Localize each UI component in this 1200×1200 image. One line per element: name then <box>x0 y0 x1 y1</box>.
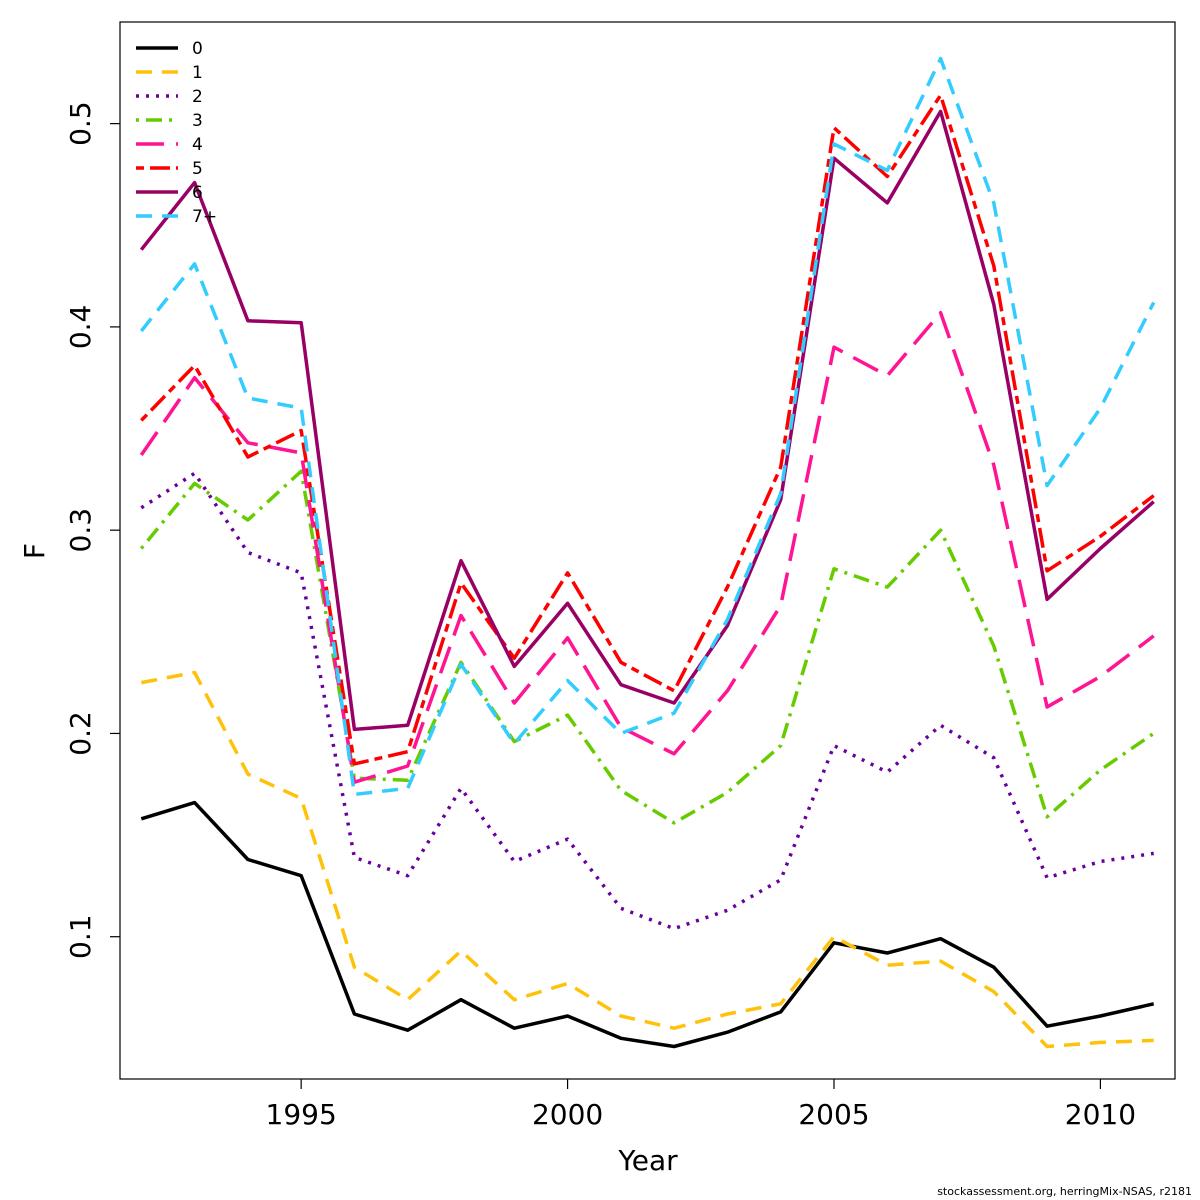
y-axis-title: F <box>18 543 51 559</box>
legend-label-1: 1 <box>192 63 203 83</box>
legend-label-6: 6 <box>192 183 203 203</box>
series-line-7 <box>139 56 1156 797</box>
legend: 0 1 2 3 4 5 6 7+ <box>136 39 217 227</box>
series-line-1 <box>140 670 1154 1049</box>
series-line-2 <box>140 471 1154 931</box>
y-tick-label-1: 0.2 <box>64 711 97 756</box>
legend-label-2: 2 <box>192 87 203 107</box>
legend-label-7: 7+ <box>192 207 217 227</box>
x-tick-label-3: 2010 <box>1065 1098 1136 1131</box>
x-tick-label-0: 1995 <box>266 1098 337 1131</box>
x-tick-label-2: 2005 <box>798 1098 869 1131</box>
series-line-6 <box>139 109 1155 732</box>
x-axis: 1995 2000 2005 2010 <box>266 1079 1136 1131</box>
legend-label-4: 4 <box>192 135 203 155</box>
x-tick-label-1: 2000 <box>532 1098 603 1131</box>
series-line-0 <box>140 800 1155 1049</box>
footer-credit: stockassessment.org, herringMix-NSAS, r2… <box>937 1185 1192 1198</box>
x-axis-title: Year <box>617 1144 678 1177</box>
y-tick-label-4: 0.5 <box>64 101 97 146</box>
series-line-4 <box>139 310 1155 784</box>
y-tick-label-3: 0.4 <box>64 305 97 350</box>
y-tick-label-0: 0.1 <box>64 914 97 959</box>
legend-label-0: 0 <box>192 39 203 59</box>
legend-label-3: 3 <box>192 111 203 131</box>
y-tick-label-2: 0.3 <box>64 508 97 553</box>
series-line-5 <box>140 93 1155 766</box>
series-line-3 <box>139 469 1155 825</box>
series-layer <box>139 56 1156 1049</box>
legend-label-5: 5 <box>192 159 203 179</box>
plot-frame <box>119 21 1176 1080</box>
y-axis: 0.1 0.2 0.3 0.4 0.5 <box>64 101 120 959</box>
